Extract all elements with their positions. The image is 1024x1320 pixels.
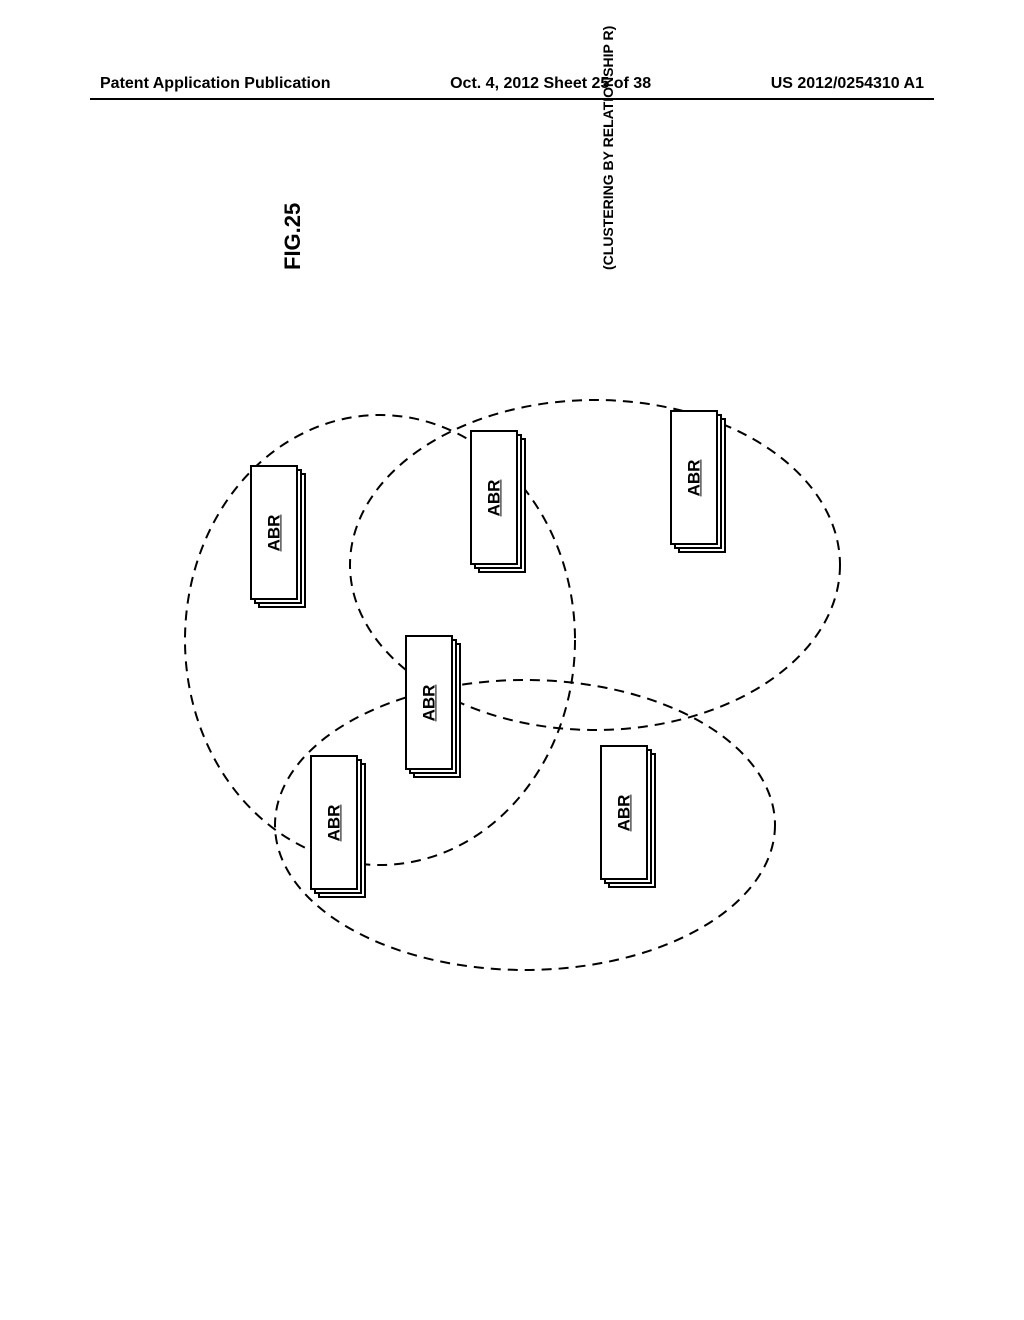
diagram-area: FIG.25 (CLUSTERING BY RELATIONSHIP R) AB… bbox=[150, 270, 850, 1020]
abr-label: ABR bbox=[484, 479, 504, 516]
abr-label: ABR bbox=[324, 804, 344, 841]
header-divider bbox=[90, 98, 934, 100]
abr-label: ABR bbox=[264, 514, 284, 551]
abr-card: ABR bbox=[600, 745, 648, 880]
abr-card: ABR bbox=[670, 410, 718, 545]
header-left: Patent Application Publication bbox=[100, 75, 331, 93]
figure-label: FIG.25 bbox=[280, 203, 306, 270]
abr-label: ABR bbox=[614, 794, 634, 831]
abr-card: ABR bbox=[310, 755, 358, 890]
figure-subtitle: (CLUSTERING BY RELATIONSHIP R) bbox=[600, 26, 616, 270]
page-header: Patent Application Publication Oct. 4, 2… bbox=[0, 75, 1024, 93]
abr-card: ABR bbox=[250, 465, 298, 600]
header-center: Oct. 4, 2012 Sheet 25 of 38 bbox=[450, 75, 651, 93]
venn-diagram bbox=[150, 270, 850, 1020]
abr-card: ABR bbox=[405, 635, 453, 770]
abr-label: ABR bbox=[419, 684, 439, 721]
abr-card: ABR bbox=[470, 430, 518, 565]
abr-label: ABR bbox=[684, 459, 704, 496]
header-right: US 2012/0254310 A1 bbox=[771, 75, 924, 93]
